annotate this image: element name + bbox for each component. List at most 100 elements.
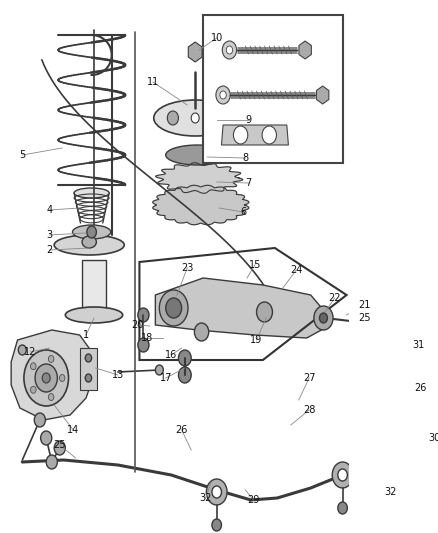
- Text: 22: 22: [328, 293, 341, 303]
- Circle shape: [138, 338, 149, 352]
- Text: 29: 29: [247, 495, 260, 505]
- Circle shape: [35, 364, 57, 392]
- Circle shape: [31, 363, 36, 370]
- Circle shape: [24, 350, 68, 406]
- Circle shape: [394, 319, 403, 331]
- Circle shape: [262, 126, 276, 144]
- Circle shape: [85, 354, 92, 362]
- Text: 23: 23: [181, 263, 194, 273]
- Text: 5: 5: [19, 150, 25, 160]
- Circle shape: [401, 415, 412, 429]
- Circle shape: [220, 91, 226, 99]
- Circle shape: [226, 46, 233, 54]
- Text: 32: 32: [384, 487, 396, 497]
- Circle shape: [54, 441, 65, 455]
- Ellipse shape: [73, 225, 111, 239]
- Circle shape: [191, 113, 199, 123]
- Circle shape: [18, 345, 26, 355]
- Text: 24: 24: [290, 265, 303, 275]
- Polygon shape: [155, 163, 243, 193]
- Text: 28: 28: [303, 405, 315, 415]
- Circle shape: [332, 462, 353, 488]
- Circle shape: [178, 350, 191, 366]
- Circle shape: [216, 86, 230, 104]
- Polygon shape: [299, 41, 311, 59]
- Text: 13: 13: [112, 370, 124, 380]
- FancyBboxPatch shape: [80, 348, 97, 390]
- Circle shape: [419, 443, 433, 461]
- Polygon shape: [11, 330, 94, 420]
- Polygon shape: [153, 185, 249, 225]
- FancyBboxPatch shape: [203, 15, 343, 163]
- Text: 32: 32: [199, 493, 212, 503]
- Text: 19: 19: [251, 335, 263, 345]
- Ellipse shape: [82, 236, 96, 248]
- Circle shape: [159, 290, 188, 326]
- Circle shape: [167, 111, 178, 125]
- Circle shape: [87, 226, 96, 238]
- Text: 17: 17: [159, 373, 172, 383]
- Circle shape: [48, 356, 54, 362]
- Circle shape: [31, 386, 36, 393]
- Circle shape: [178, 367, 191, 383]
- Circle shape: [42, 373, 50, 383]
- Text: 25: 25: [53, 440, 66, 450]
- Text: 31: 31: [412, 340, 424, 350]
- Circle shape: [212, 111, 223, 125]
- Circle shape: [85, 374, 92, 382]
- Text: 8: 8: [242, 153, 248, 163]
- Ellipse shape: [65, 307, 123, 323]
- Ellipse shape: [166, 145, 230, 165]
- Polygon shape: [188, 42, 202, 62]
- Circle shape: [314, 306, 333, 330]
- Circle shape: [60, 375, 65, 382]
- Text: 3: 3: [46, 230, 53, 240]
- Text: 16: 16: [165, 350, 177, 360]
- Text: 4: 4: [46, 205, 53, 215]
- Text: 14: 14: [67, 425, 79, 435]
- Polygon shape: [316, 86, 329, 104]
- Text: 9: 9: [246, 115, 251, 125]
- Circle shape: [212, 486, 222, 498]
- Circle shape: [257, 302, 272, 322]
- Circle shape: [352, 314, 365, 330]
- Text: 30: 30: [428, 433, 438, 443]
- Text: 15: 15: [249, 260, 261, 270]
- Circle shape: [194, 323, 209, 341]
- Circle shape: [48, 393, 54, 400]
- Text: 10: 10: [211, 33, 223, 43]
- Text: 12: 12: [24, 347, 36, 357]
- Text: 7: 7: [245, 178, 252, 188]
- Circle shape: [138, 308, 149, 322]
- Text: 21: 21: [359, 300, 371, 310]
- Text: 26: 26: [176, 425, 188, 435]
- Polygon shape: [222, 125, 288, 145]
- Circle shape: [46, 455, 57, 469]
- Ellipse shape: [54, 235, 124, 255]
- Ellipse shape: [154, 100, 237, 136]
- Circle shape: [166, 298, 182, 318]
- Circle shape: [222, 41, 237, 59]
- Text: 2: 2: [46, 245, 53, 255]
- Circle shape: [206, 479, 227, 505]
- Circle shape: [155, 365, 163, 375]
- Text: 1: 1: [83, 330, 89, 340]
- Circle shape: [319, 313, 328, 323]
- Circle shape: [34, 413, 46, 427]
- Circle shape: [41, 431, 52, 445]
- Ellipse shape: [74, 188, 109, 198]
- Text: 20: 20: [131, 320, 143, 330]
- Circle shape: [338, 502, 347, 514]
- Polygon shape: [155, 278, 325, 338]
- Text: 11: 11: [147, 77, 159, 87]
- Text: 27: 27: [303, 373, 315, 383]
- FancyBboxPatch shape: [82, 260, 106, 315]
- Circle shape: [338, 469, 347, 481]
- Circle shape: [401, 441, 412, 455]
- Circle shape: [212, 519, 222, 531]
- Text: 25: 25: [359, 313, 371, 323]
- Text: 6: 6: [240, 207, 246, 217]
- Text: 18: 18: [141, 333, 153, 343]
- Text: 26: 26: [414, 383, 427, 393]
- Circle shape: [233, 126, 248, 144]
